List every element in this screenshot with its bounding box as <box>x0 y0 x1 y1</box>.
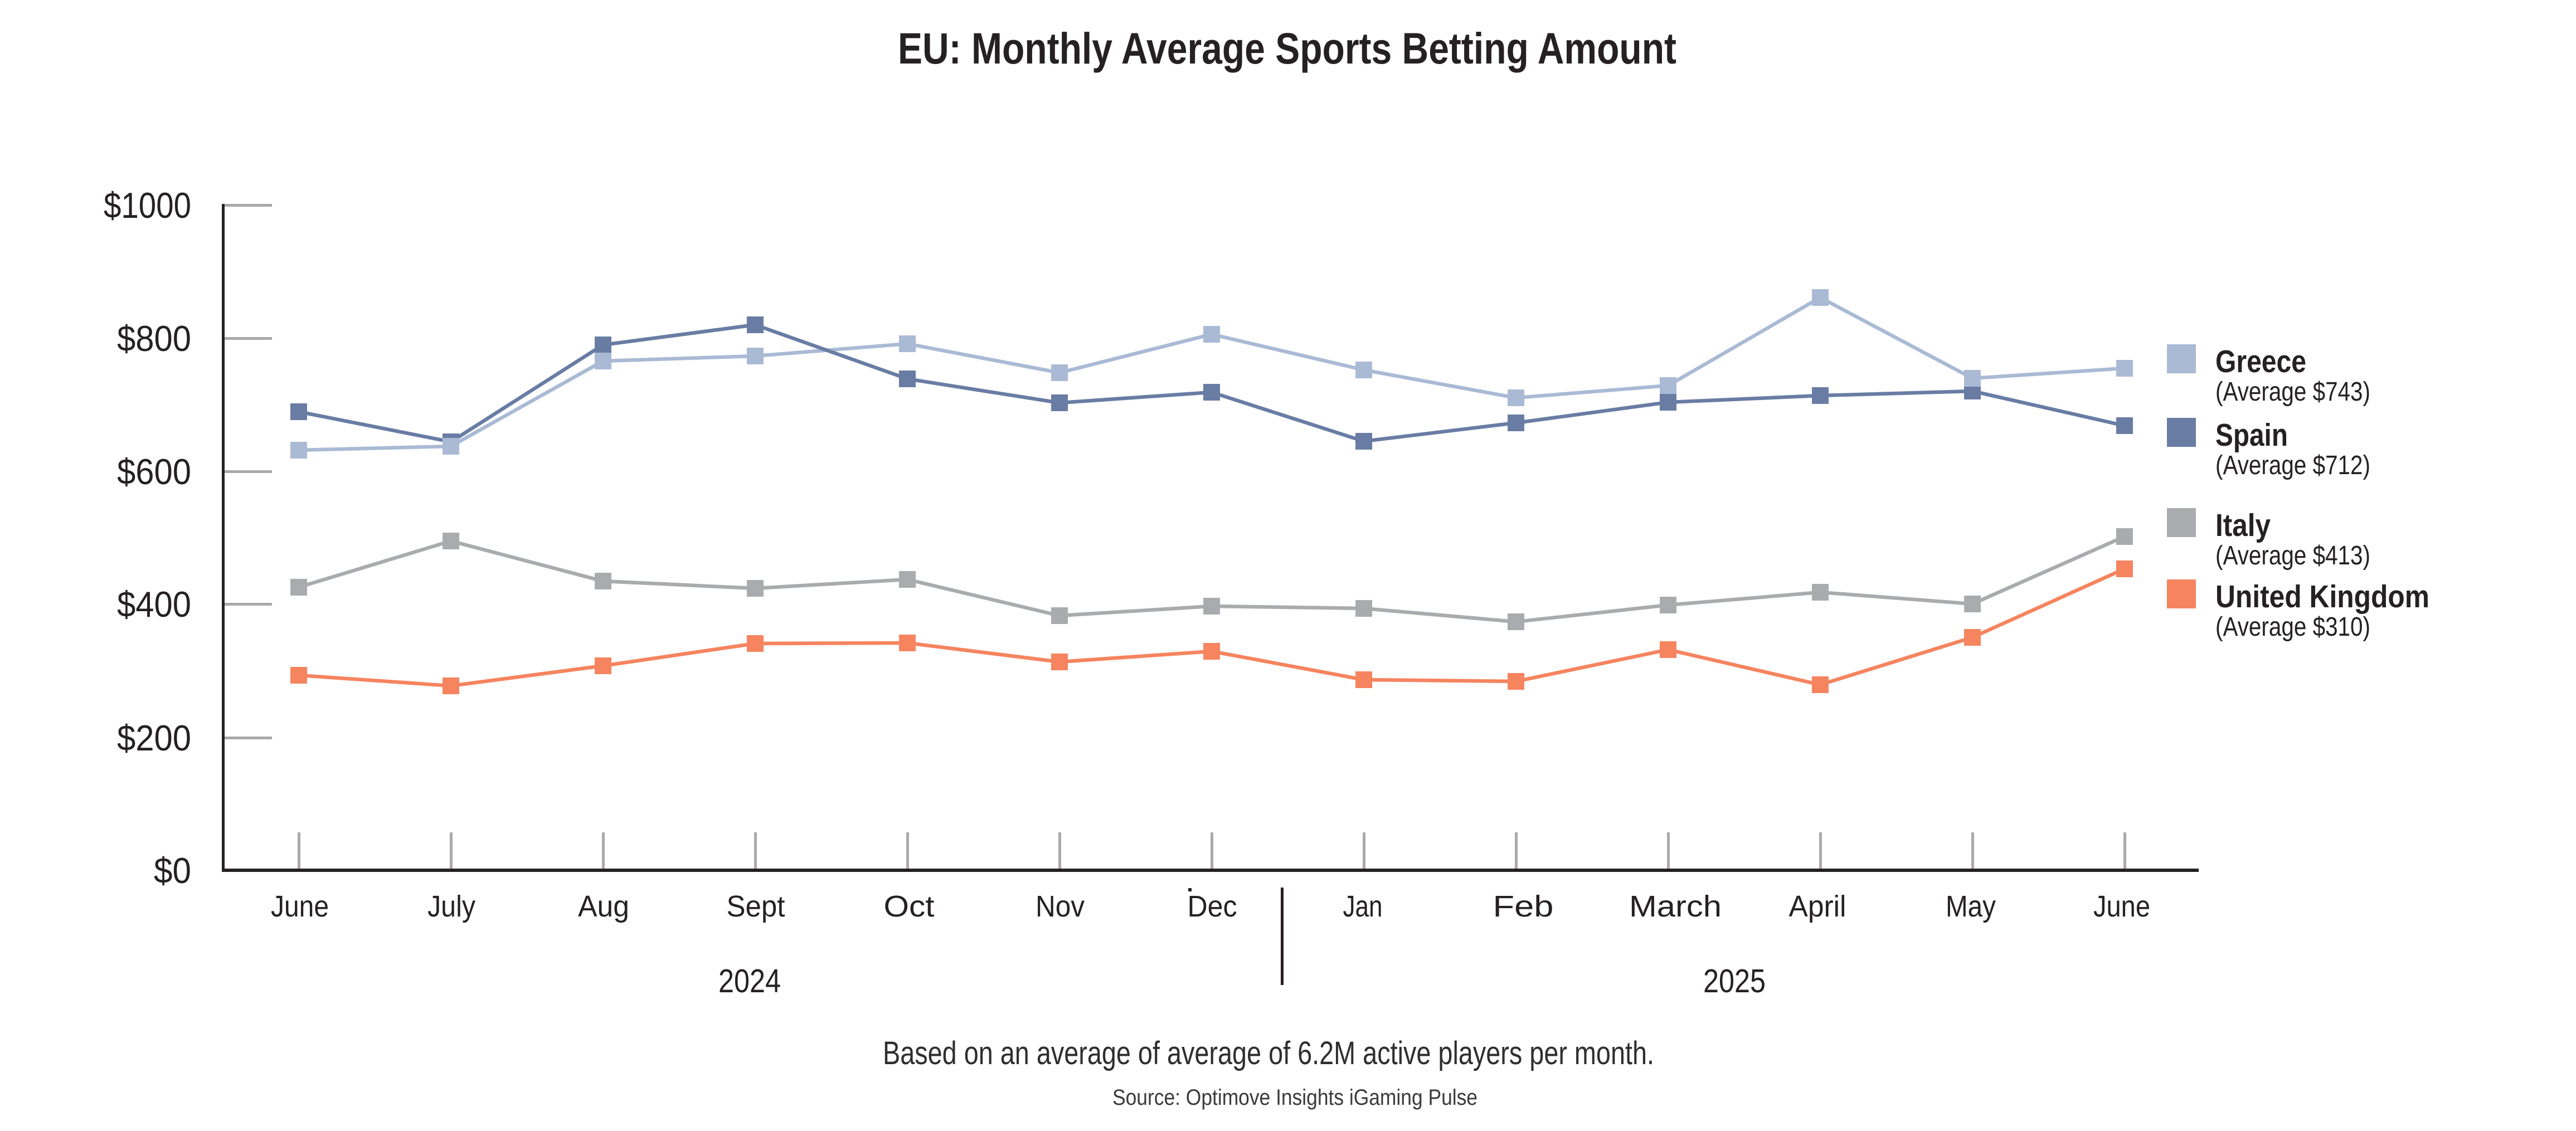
svg-text:$400: $400 <box>117 584 191 625</box>
svg-text:Aug: Aug <box>578 890 629 923</box>
svg-text:Oct: Oct <box>884 890 935 923</box>
svg-text:May: May <box>1946 890 1996 923</box>
svg-text:United Kingdom: United Kingdom <box>2215 579 2429 615</box>
svg-text:$1000: $1000 <box>104 185 191 226</box>
svg-text:July: July <box>427 890 475 923</box>
svg-text:Nov: Nov <box>1036 890 1085 923</box>
svg-text:Feb: Feb <box>1493 890 1554 923</box>
svg-text:2024: 2024 <box>718 963 781 1000</box>
svg-text:Sept: Sept <box>727 890 785 923</box>
svg-text:June: June <box>271 890 329 923</box>
svg-text:Jan: Jan <box>1343 890 1383 923</box>
svg-text:EU: Monthly Average Sports Bet: EU: Monthly Average Sports Betting Amoun… <box>898 23 1676 73</box>
svg-text:March: March <box>1629 890 1722 923</box>
svg-text:June: June <box>2093 890 2150 923</box>
svg-text:Italy: Italy <box>2215 508 2271 543</box>
svg-text:$200: $200 <box>117 718 191 758</box>
svg-text:(Average $310): (Average $310) <box>2215 612 2370 642</box>
svg-text:(Average $743): (Average $743) <box>2215 377 2370 407</box>
svg-text:Based on an average of average: Based on an average of average of 6.2M a… <box>883 1035 1654 1071</box>
svg-text:(Average $712): (Average $712) <box>2215 451 2370 480</box>
svg-text:$0: $0 <box>154 850 191 891</box>
svg-text:$800: $800 <box>117 318 191 359</box>
svg-text:Source: Optimove Insights iGam: Source: Optimove Insights iGaming Pulse <box>1112 1085 1477 1110</box>
svg-text:April: April <box>1789 890 1846 923</box>
svg-text:(Average $413): (Average $413) <box>2215 541 2370 571</box>
svg-text:Dec: Dec <box>1188 890 1237 923</box>
svg-text:Greece: Greece <box>2215 344 2306 379</box>
svg-text:2025: 2025 <box>1703 963 1766 1000</box>
svg-text:Spain: Spain <box>2215 417 2288 453</box>
svg-text:$600: $600 <box>117 451 191 492</box>
